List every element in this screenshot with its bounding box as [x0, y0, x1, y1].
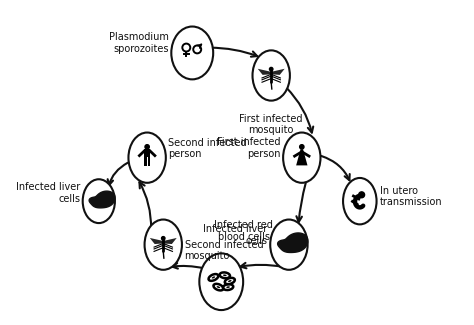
Ellipse shape [228, 280, 232, 282]
Ellipse shape [82, 179, 115, 223]
Ellipse shape [171, 27, 213, 79]
Ellipse shape [200, 254, 243, 310]
Circle shape [270, 67, 273, 71]
Polygon shape [144, 157, 147, 166]
Ellipse shape [128, 133, 166, 183]
Circle shape [162, 237, 165, 240]
Polygon shape [147, 157, 150, 166]
Ellipse shape [145, 219, 182, 270]
Ellipse shape [343, 178, 376, 224]
Circle shape [145, 145, 149, 149]
Ellipse shape [226, 286, 230, 288]
Ellipse shape [270, 219, 308, 270]
Polygon shape [144, 150, 150, 157]
Polygon shape [296, 149, 308, 165]
Circle shape [300, 145, 304, 149]
Text: Plasmodium
sporozoites: Plasmodium sporozoites [109, 32, 169, 54]
Polygon shape [271, 69, 285, 75]
Text: First infected
mosquito: First infected mosquito [239, 113, 303, 135]
Polygon shape [278, 233, 308, 253]
Ellipse shape [223, 274, 227, 276]
Text: Infected liver
cells: Infected liver cells [203, 224, 268, 246]
Polygon shape [258, 69, 271, 75]
Polygon shape [150, 238, 163, 244]
Text: First infected
person: First infected person [217, 137, 281, 159]
Ellipse shape [283, 133, 320, 183]
Ellipse shape [212, 276, 215, 279]
Text: Infected liver
cells: Infected liver cells [16, 182, 80, 204]
Text: In utero
transmission: In utero transmission [380, 186, 442, 207]
Polygon shape [163, 238, 177, 244]
Ellipse shape [253, 50, 290, 101]
Circle shape [359, 192, 365, 198]
Text: Second infected
mosquito: Second infected mosquito [184, 240, 263, 261]
Text: Second infected
person: Second infected person [168, 138, 247, 160]
Text: Infected red
blood cells: Infected red blood cells [214, 220, 273, 242]
Ellipse shape [217, 286, 220, 288]
Polygon shape [89, 191, 115, 208]
